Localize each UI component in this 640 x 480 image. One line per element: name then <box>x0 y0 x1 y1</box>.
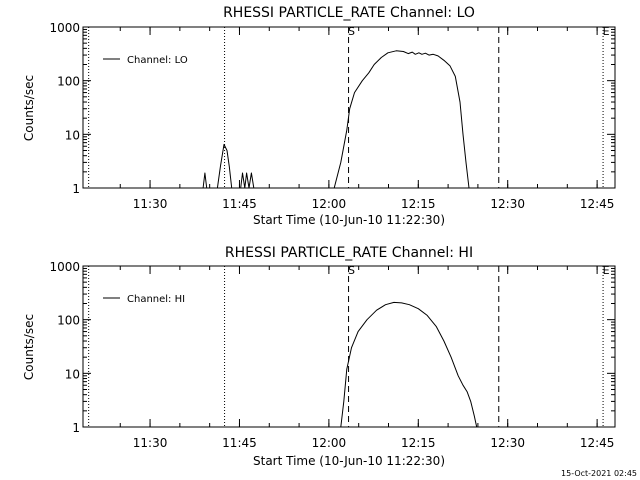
time-marker-label-hi: S <box>348 264 355 277</box>
panel-hi: RHESSI PARTICLE_RATE Channel: HI 1101001… <box>22 245 616 468</box>
chart-title-lo: RHESSI PARTICLE_RATE Channel: LO <box>223 5 475 21</box>
panel-lo: RHESSI PARTICLE_RATE Channel: LO 1101001… <box>22 5 616 227</box>
legend-label-hi: Channel: HI <box>127 294 185 305</box>
x-tick-label-hi: 11:30 <box>133 436 168 450</box>
y-tick-label-hi: 100 <box>57 314 80 328</box>
x-tick-label-lo: 12:00 <box>312 197 347 211</box>
x-tick-label-lo: 12:15 <box>401 197 436 211</box>
y-tick-label-lo: 100 <box>57 75 80 89</box>
series-line-lo <box>202 50 470 189</box>
y-tick-label-hi: 10 <box>65 367 80 381</box>
legend-lo: Channel: LO <box>103 55 188 66</box>
y-tick-label-hi: 1 <box>72 421 80 435</box>
x-tick-label-hi: 12:00 <box>312 436 347 450</box>
x-tick-label-lo: 11:30 <box>133 197 168 211</box>
time-marker-label-lo: S <box>348 25 355 38</box>
x-axis-label-hi: Start Time (10-Jun-10 11:22:30) <box>253 454 445 468</box>
y-axis-label-hi: Counts/sec <box>22 314 36 380</box>
chart-title-hi: RHESSI PARTICLE_RATE Channel: HI <box>225 245 473 261</box>
time-marker-label-lo: E <box>603 25 610 38</box>
y-axis-hi: 1 10 100 1000 <box>49 260 615 435</box>
x-tick-label-hi: 12:45 <box>580 436 615 450</box>
x-tick-label-lo: 12:45 <box>580 197 615 211</box>
series-lo <box>202 50 470 189</box>
generation-timestamp: 15-Oct-2021 02:45 <box>561 469 637 478</box>
x-tick-label-hi: 11:45 <box>222 436 257 450</box>
y-tick-label-hi: 1000 <box>49 260 80 274</box>
y-tick-label-lo: 1 <box>72 182 80 196</box>
legend-hi: Channel: HI <box>103 294 185 305</box>
y-tick-label-lo: 10 <box>65 128 80 142</box>
legend-label-lo: Channel: LO <box>127 55 188 66</box>
x-axis-label-lo: Start Time (10-Jun-10 11:22:30) <box>253 213 445 227</box>
y-axis-lo: 1 10 100 1000 <box>49 21 615 196</box>
x-tick-label-lo: 11:45 <box>222 197 257 211</box>
x-tick-label-hi: 12:15 <box>401 436 436 450</box>
series-line-hi <box>340 301 478 428</box>
series-hi <box>340 301 478 428</box>
time-marker-label-hi: E <box>603 264 610 277</box>
y-axis-label-lo: Counts/sec <box>22 75 36 141</box>
x-tick-label-hi: 12:30 <box>490 436 525 450</box>
y-tick-label-lo: 1000 <box>49 21 80 35</box>
x-tick-label-lo: 12:30 <box>490 197 525 211</box>
